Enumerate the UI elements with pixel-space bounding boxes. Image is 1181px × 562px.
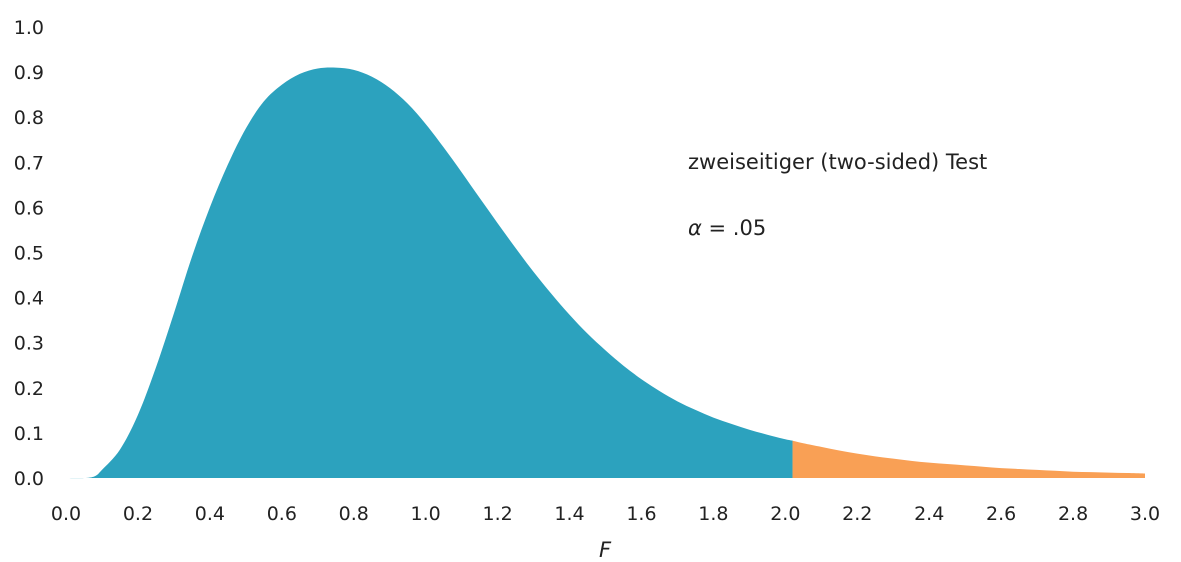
alpha-value: = .05 <box>702 216 766 240</box>
x-axis-tick-labels: 0.0 0.2 0.4 0.6 0.8 1.0 1.2 1.4 1.6 1.8 2.0 2.2 2.4 2… <box>51 503 1160 525</box>
x-tick-label: 2.8 <box>1058 503 1088 525</box>
y-tick-label: 0.0 <box>14 468 44 490</box>
y-tick-label: 0.3 <box>14 333 44 355</box>
x-tick-label: 1.6 <box>626 503 656 525</box>
y-tick-label: 0.8 <box>14 107 44 129</box>
alpha-symbol: α <box>688 216 702 240</box>
x-tick-label: 2.0 <box>770 503 800 525</box>
y-tick-label: 0.6 <box>14 197 44 219</box>
annotation-test-type: zweiseitiger (two-sided) Test <box>688 150 987 174</box>
x-tick-label: 1.8 <box>698 503 728 525</box>
annotation-alpha: α = .05 <box>688 216 766 240</box>
plot-area <box>66 67 1145 479</box>
y-tick-label: 0.1 <box>14 423 44 445</box>
x-tick-label: 1.0 <box>411 503 441 525</box>
x-tick-label: 2.2 <box>842 503 872 525</box>
x-tick-label: 0.6 <box>267 503 297 525</box>
x-tick-label: 0.2 <box>123 503 153 525</box>
x-tick-label: 2.6 <box>986 503 1016 525</box>
x-tick-label: 2.4 <box>914 503 944 525</box>
x-axis-title: F <box>599 538 612 562</box>
x-tick-label: 1.2 <box>482 503 512 525</box>
y-tick-label: 0.7 <box>14 152 44 174</box>
y-tick-label: 0.9 <box>14 62 44 84</box>
y-tick-label: 0.5 <box>14 243 44 265</box>
x-tick-label: 1.4 <box>554 503 584 525</box>
y-axis-tick-labels: 0.0 0.1 0.2 0.3 0.4 0.5 0.6 0.7 0.8 0.9 1.0 <box>14 17 44 490</box>
x-tick-label: 0.0 <box>51 503 81 525</box>
x-tick-label: 3.0 <box>1130 503 1160 525</box>
rejection-region-area <box>792 440 1145 478</box>
y-tick-label: 1.0 <box>14 17 44 39</box>
x-tick-label: 0.4 <box>195 503 225 525</box>
x-tick-label: 0.8 <box>339 503 369 525</box>
y-tick-label: 0.2 <box>14 378 44 400</box>
acceptance-region-area <box>66 67 793 479</box>
y-tick-label: 0.4 <box>14 288 44 310</box>
